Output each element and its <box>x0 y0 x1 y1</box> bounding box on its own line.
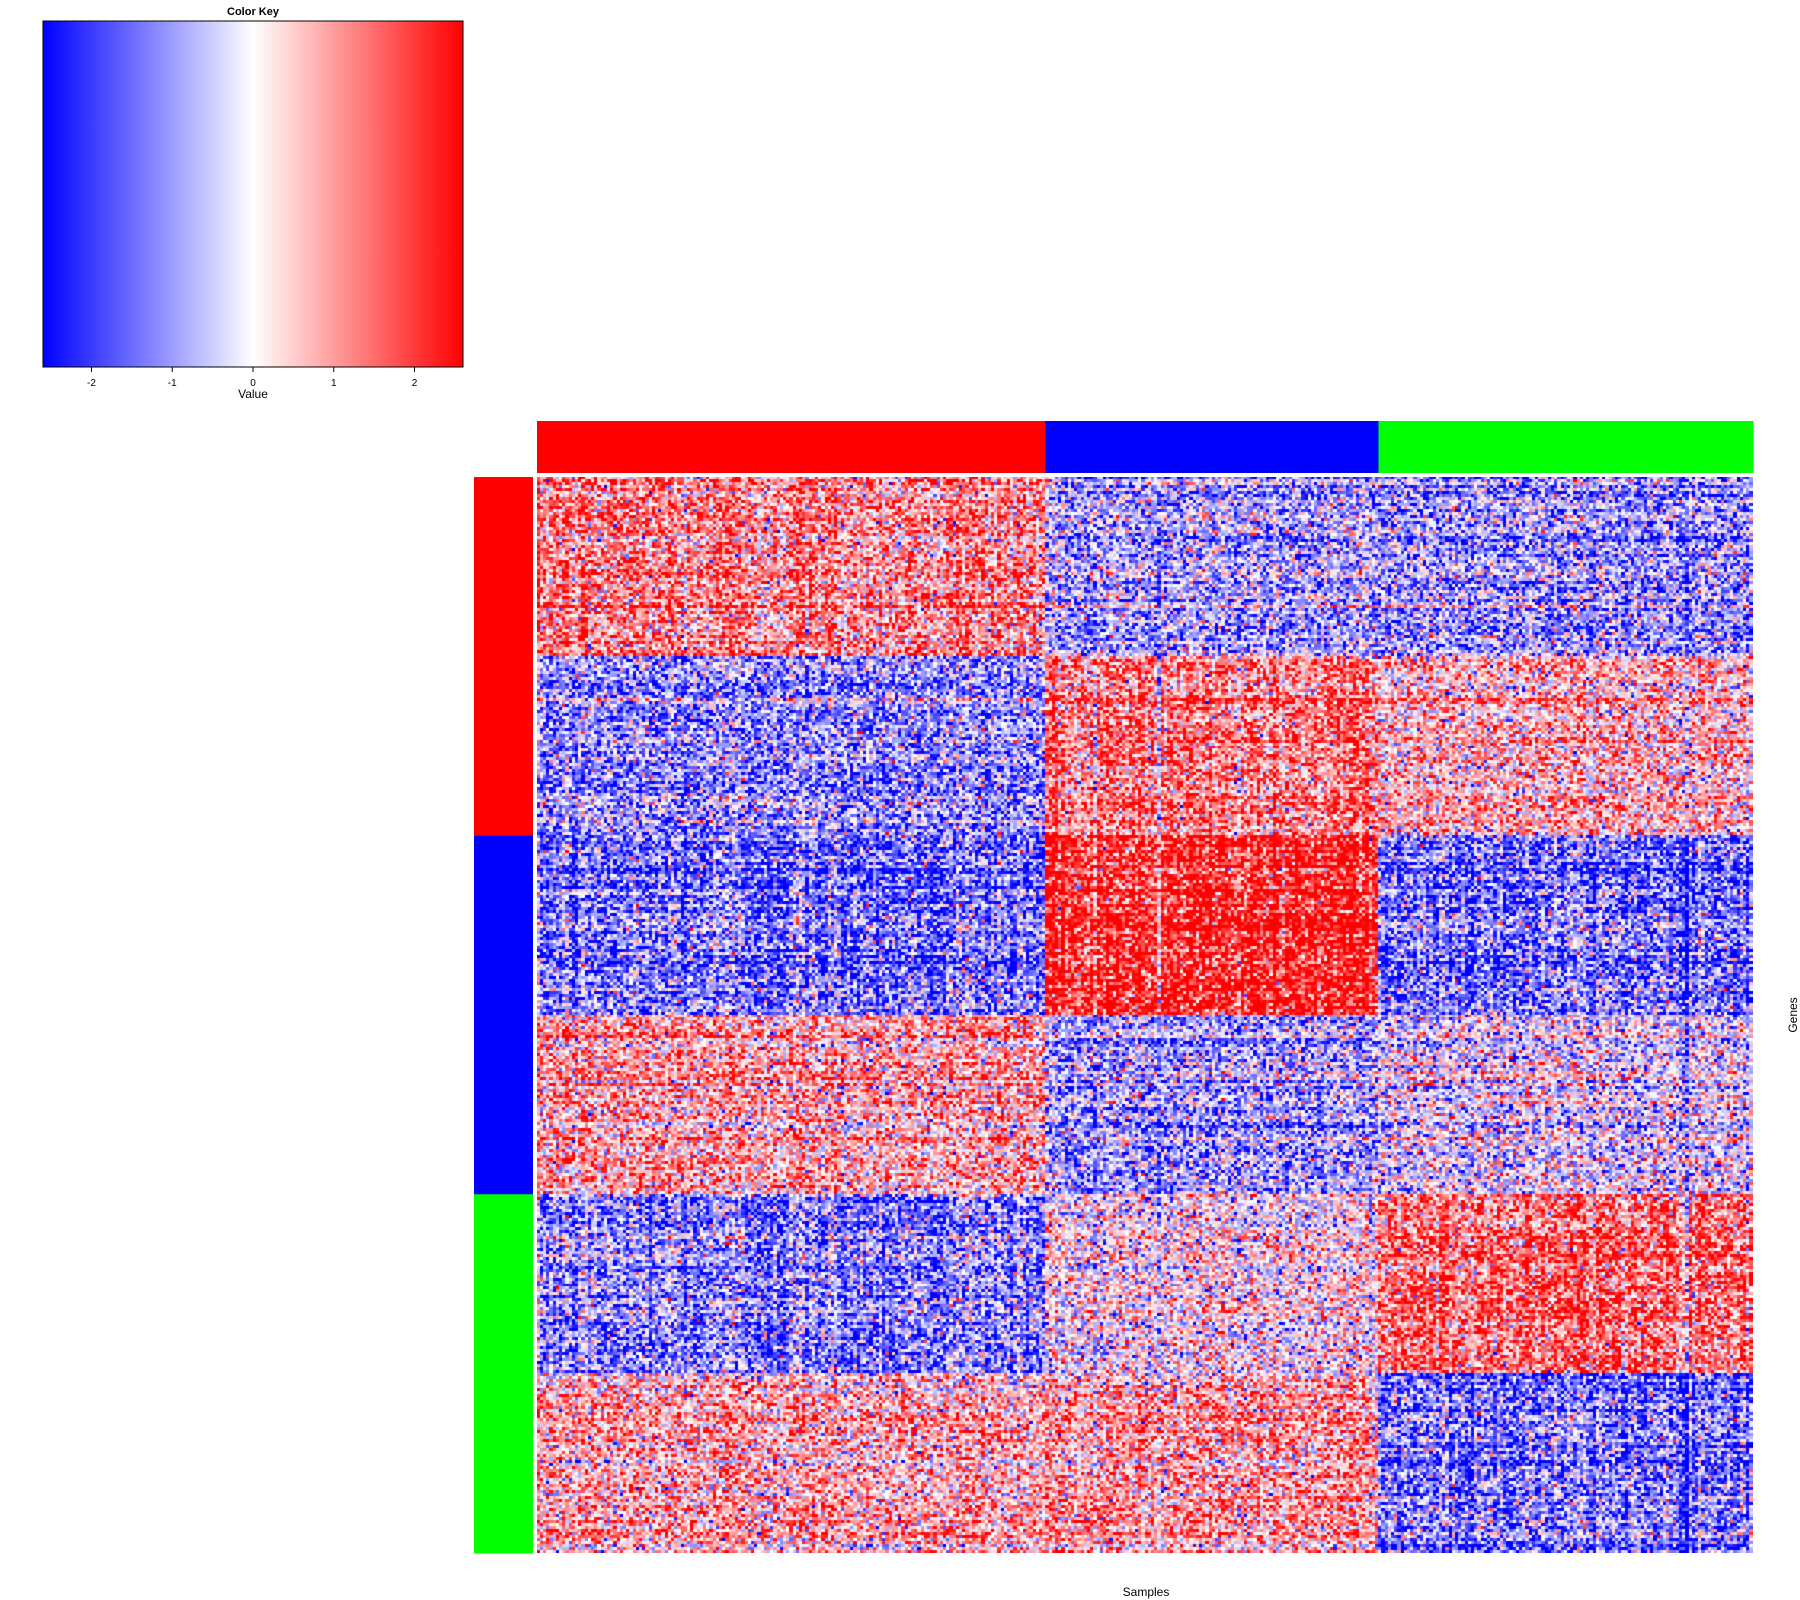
row-group-bar <box>474 477 533 837</box>
color-key-ticks: -2 -1 0 1 2 <box>87 367 418 389</box>
color-key: Color Key -2 -1 0 1 2 Value <box>42 6 464 401</box>
color-key-tick-label: 1 <box>331 378 337 389</box>
column-group-bar <box>537 421 1046 473</box>
row-group-bar <box>474 835 533 1195</box>
heatmap-matrix <box>537 477 1753 1553</box>
color-key-gradient <box>42 20 464 368</box>
row-group-bar <box>474 1194 533 1554</box>
column-group-bar <box>1378 421 1754 473</box>
column-side-colors <box>537 421 1754 473</box>
color-key-tick-label: 2 <box>412 378 418 389</box>
color-key-tick-label: -2 <box>87 378 96 389</box>
row-side-colors <box>474 477 533 1554</box>
color-key-title: Color Key <box>227 6 280 18</box>
color-key-tick-label: -1 <box>168 378 177 389</box>
color-key-tick-label: 0 <box>250 378 256 389</box>
y-axis-label: Genes <box>1786 997 1800 1032</box>
column-group-bar <box>1045 421 1379 473</box>
color-key-xlabel: Value <box>238 387 268 401</box>
x-axis-label: Samples <box>1123 1585 1170 1599</box>
